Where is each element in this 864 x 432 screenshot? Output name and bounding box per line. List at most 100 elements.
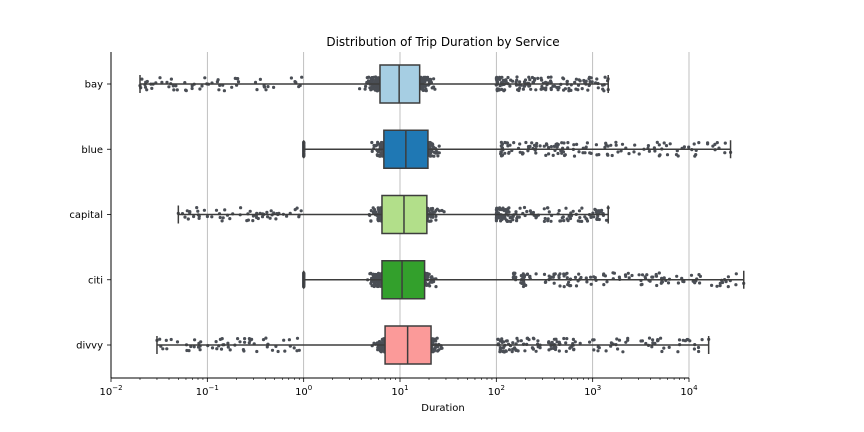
strip-point <box>693 154 697 158</box>
strip-point <box>429 208 433 212</box>
strip-point <box>269 209 273 213</box>
strip-point <box>517 215 521 219</box>
strip-point <box>632 150 636 154</box>
strip-point <box>577 209 582 213</box>
strip-point <box>509 216 513 220</box>
strip-point <box>436 154 440 158</box>
strip-point <box>551 84 555 88</box>
strip-point <box>223 208 227 212</box>
strip-point <box>546 219 550 223</box>
strip-point <box>375 78 379 82</box>
strip-point <box>510 79 515 83</box>
strip-point <box>534 151 538 155</box>
strip-point <box>609 143 613 147</box>
strip-point <box>515 219 519 223</box>
strip-point <box>580 87 584 91</box>
strip-point <box>528 144 532 148</box>
strip-point <box>723 141 727 145</box>
strip-point <box>167 85 171 89</box>
strip-point <box>540 84 544 89</box>
strip-point <box>222 89 226 93</box>
strip-point <box>534 144 539 148</box>
strip-point <box>599 210 603 214</box>
strip-point <box>202 208 206 212</box>
strip-point <box>373 87 377 91</box>
strip-point <box>530 141 534 145</box>
strip-point <box>559 219 563 223</box>
strip-point <box>165 80 169 84</box>
strip-point <box>430 142 434 146</box>
strip-point <box>253 80 258 84</box>
strip-point <box>265 210 269 214</box>
strip-point <box>578 216 582 220</box>
strip-point <box>295 206 299 210</box>
strip-point <box>604 218 609 222</box>
strip-point <box>183 215 187 219</box>
strip-point <box>549 75 553 79</box>
strip-point <box>518 142 522 146</box>
strip-point <box>557 209 561 213</box>
strip-point <box>428 78 433 82</box>
strip-point <box>203 76 207 80</box>
strip-point <box>588 80 592 84</box>
strip-point <box>572 154 577 158</box>
strip-point <box>192 214 196 219</box>
strip-point <box>547 152 551 156</box>
strip-point <box>230 85 234 89</box>
strip-point <box>190 84 194 88</box>
strip-point <box>245 219 249 223</box>
strip-point <box>515 216 519 220</box>
strip-point <box>431 145 435 149</box>
strip-point <box>585 141 590 145</box>
strip-point <box>434 214 438 218</box>
strip-point <box>499 150 503 154</box>
strip-point <box>378 144 382 149</box>
strip-point <box>256 216 260 221</box>
strip-point <box>300 75 304 79</box>
strip-point <box>515 75 519 79</box>
strip-point <box>723 151 727 155</box>
strip-point <box>633 143 637 147</box>
chart-title: Distribution of Trip Duration by Service <box>326 35 559 49</box>
strip-point <box>662 141 666 145</box>
strip-point <box>498 206 502 210</box>
strip-point <box>534 88 538 92</box>
strip-point <box>668 142 672 146</box>
strip-point <box>218 215 222 220</box>
strip-point <box>285 214 289 218</box>
strip-point <box>602 89 606 93</box>
strip-point <box>587 77 591 81</box>
strip-point <box>556 142 560 147</box>
strip-point <box>664 144 669 148</box>
strip-point <box>379 141 383 145</box>
strip-point <box>217 88 221 92</box>
strip-point <box>172 88 176 92</box>
strip-point <box>549 79 553 83</box>
strip-point <box>614 140 618 144</box>
strip-point <box>586 88 590 92</box>
strip-point <box>437 151 441 155</box>
strip-point <box>592 215 596 219</box>
strip-point <box>646 144 651 148</box>
strip-point <box>370 149 374 153</box>
strip-point <box>372 75 376 79</box>
strip-point <box>533 78 537 82</box>
strip-point <box>560 216 564 220</box>
strip-point <box>657 143 661 147</box>
strip-point <box>369 209 373 213</box>
strip-point <box>512 141 516 145</box>
strip-point <box>195 206 199 210</box>
strip-point <box>665 153 670 157</box>
strip-point <box>584 217 588 221</box>
strip-point <box>509 219 513 224</box>
strip-point <box>572 143 576 147</box>
strip-point <box>264 88 268 92</box>
strip-point <box>564 206 568 210</box>
strip-point <box>196 209 200 213</box>
strip-point <box>496 87 500 91</box>
strip-point <box>186 217 190 221</box>
strip-point <box>239 206 243 210</box>
strip-point <box>143 85 148 89</box>
strip-point <box>434 208 438 213</box>
strip-point <box>605 152 610 156</box>
